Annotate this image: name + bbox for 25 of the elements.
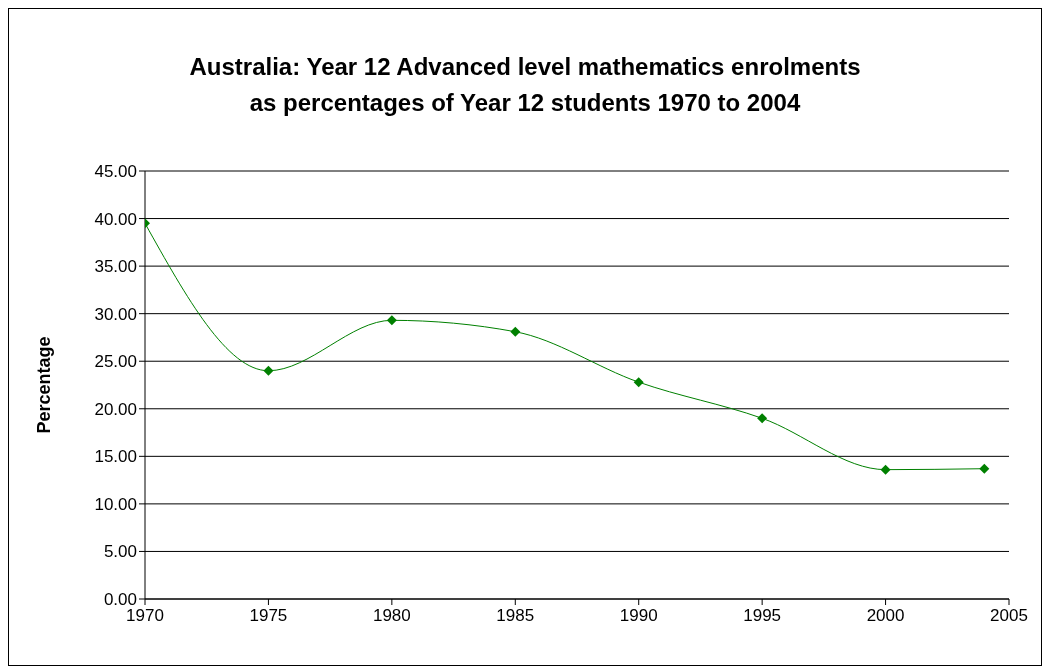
y-axis-title: Percentage xyxy=(34,336,55,434)
y-tick-label: 45.00 xyxy=(94,162,137,182)
x-tick-label: 1975 xyxy=(249,606,288,626)
y-tick-label: 15.00 xyxy=(94,447,137,467)
x-tick-label: 2005 xyxy=(990,606,1028,626)
point xyxy=(979,463,990,474)
point xyxy=(880,464,891,475)
y-tick-label: 10.00 xyxy=(94,494,137,514)
y-tick-label: 5.00 xyxy=(103,542,137,562)
chart-title: Australia: Year 12 Advanced level mathematics enrolments as percentages of Year 12 students 1970 to 2004 xyxy=(188,52,862,118)
x-tick-label: 2000 xyxy=(866,606,905,626)
y-tick-label: 35.00 xyxy=(94,257,137,277)
x-tick-label: 1990 xyxy=(619,606,658,626)
point xyxy=(510,326,521,337)
point xyxy=(386,315,397,326)
y-tick-label: 20.00 xyxy=(94,399,137,419)
y-tick-label: 40.00 xyxy=(94,209,137,229)
y-tick-label: 30.00 xyxy=(94,304,137,324)
x-tick-label: 1985 xyxy=(496,606,535,626)
x-tick-label: 1980 xyxy=(372,606,411,626)
x-tick-label: 1995 xyxy=(743,606,782,626)
point xyxy=(263,365,274,376)
y-tick-label: 25.00 xyxy=(94,352,137,372)
point xyxy=(757,413,768,424)
point xyxy=(633,377,644,388)
